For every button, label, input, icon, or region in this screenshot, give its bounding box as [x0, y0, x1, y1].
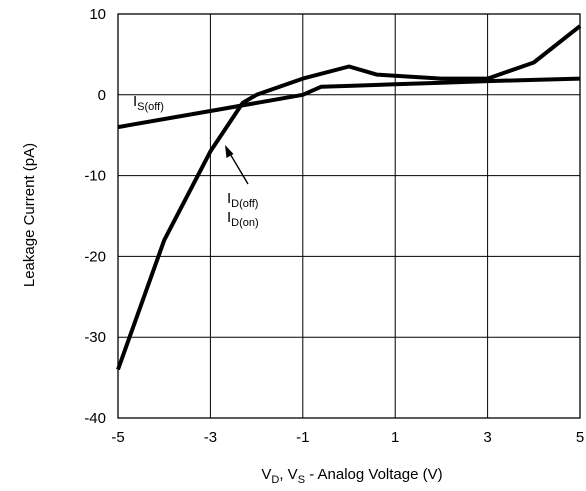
x-axis-title-sub2: S [298, 474, 305, 486]
x-tick-label: -3 [204, 429, 217, 446]
tick-label-layer: -5 -3 -1 1 3 5 10 0 -10 -20 -30 -40 [84, 6, 584, 446]
y-tick-label: -10 [84, 168, 106, 185]
grid-layer [117, 13, 581, 419]
y-axis-title: Leakage Current (pA) [21, 143, 38, 287]
y-tick-label: -20 [84, 248, 106, 265]
x-tick-label: 5 [576, 429, 584, 446]
x-axis-title-rest: - Analog Voltage (V) [305, 466, 443, 483]
series-is-off-line [117, 76, 581, 130]
plot-frame [117, 13, 581, 419]
id-label-arrowhead [225, 145, 234, 158]
x-axis-title-mid: , V [279, 466, 297, 483]
y-tick-label: -30 [84, 329, 106, 346]
x-tick-label: -1 [296, 429, 309, 446]
id-off-label: ID(off) [227, 190, 258, 210]
is-off-label: IS(off) [133, 93, 164, 113]
x-tick-label: -5 [111, 429, 124, 446]
x-axis-title-v1: V [261, 466, 271, 483]
x-tick-label: 1 [391, 429, 399, 446]
y-tick-label: 10 [89, 6, 106, 23]
series-id-line [116, 24, 582, 371]
id-on-label: ID(on) [227, 209, 259, 229]
id-label-arrow-shaft [228, 151, 249, 185]
x-axis-title: VD, VS - Analog Voltage (V) [261, 466, 442, 486]
series-layer [116, 24, 582, 371]
y-tick-label: 0 [98, 87, 106, 104]
x-axis-title-sub1: D [271, 474, 279, 486]
x-tick-label: 3 [483, 429, 491, 446]
y-tick-label: -40 [84, 410, 106, 427]
